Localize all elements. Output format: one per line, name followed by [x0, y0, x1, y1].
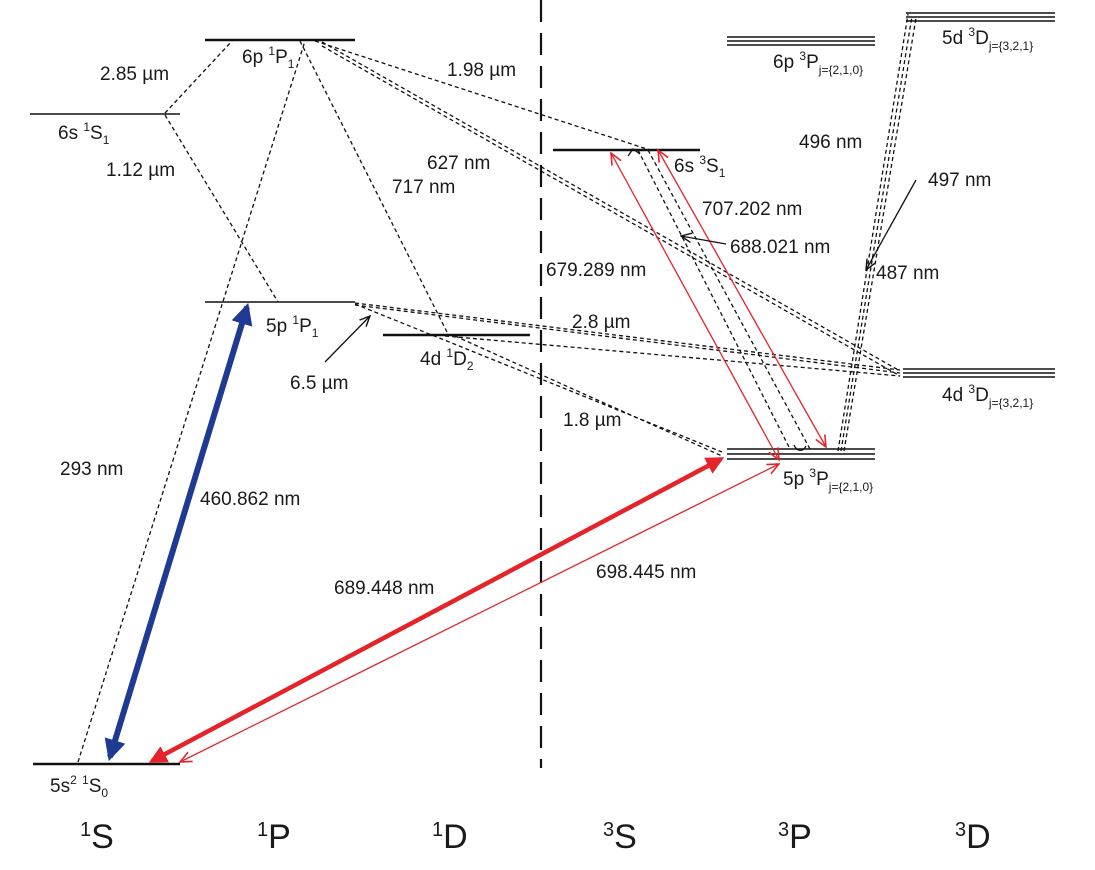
column-3P: 3P — [778, 818, 812, 856]
pointer-lines — [324, 179, 917, 363]
arrow-688nm-tail — [793, 444, 807, 452]
wl-460nm: 460.862 nm — [200, 489, 300, 510]
pointer-688nm — [681, 236, 727, 245]
label-4d-3D: 4d 3Dj={3,2,1} — [942, 382, 1033, 410]
wl-497nm: 497 nm — [928, 170, 991, 191]
label-5d-3D: 5d 3Dj={3,2,1} — [942, 25, 1033, 53]
laser-transitions — [104, 148, 826, 763]
pointer-497nm — [866, 179, 917, 270]
column-3D: 3D — [955, 818, 991, 856]
wl-1-98um: 1.98 µm — [447, 60, 516, 81]
decay-lines — [77, 13, 917, 763]
label-5p-1P1: 5p 1P1 — [266, 313, 319, 340]
column-1P: 1P — [257, 818, 291, 856]
label-ground: 5s2 1S0 — [50, 773, 108, 800]
level-6p-3P — [727, 36, 875, 46]
wl-2-85um: 2.85 µm — [100, 64, 169, 85]
label-4d-1D2: 4d 1D2 — [420, 346, 474, 373]
label-6p-1P1: 6p 1P1 — [242, 44, 295, 71]
label-6s-3S1: 6s 3S1 — [674, 153, 726, 180]
column-3S: 3S — [603, 818, 637, 856]
label-6p-3P: 6p 3Pj={2,1,0} — [773, 49, 863, 77]
label-5p-3P: 5p 3Pj={2,1,0} — [783, 466, 873, 494]
wl-627nm: 627 nm — [427, 153, 490, 174]
wavelength-labels: 2.85 µm 1.12 µm 1.98 µm 627 nm 717 nm 49… — [60, 60, 991, 599]
wl-2-8um: 2.8 µm — [572, 312, 630, 333]
level-5d-3D — [906, 12, 1055, 22]
wl-496nm: 496 nm — [799, 132, 862, 153]
energy-levels — [30, 12, 1055, 766]
wl-679nm: 679.289 nm — [546, 260, 646, 281]
wl-6-5um: 6.5 µm — [290, 373, 348, 394]
wl-1-12um: 1.12 µm — [106, 160, 175, 181]
arrow-460nm — [104, 302, 253, 762]
wl-688nm: 688.021 nm — [730, 237, 830, 258]
column-labels: 1S 1P 1D 3S 3P 3D — [80, 818, 991, 856]
column-1S: 1S — [80, 818, 114, 856]
level-labels: 5s2 1S0 6p 1P1 6s 1S1 5p 1P1 4d 1D2 6s 3… — [50, 25, 1033, 800]
arrow-698nm — [180, 464, 779, 762]
wl-698nm: 698.445 nm — [596, 562, 696, 583]
wl-293nm: 293 nm — [60, 459, 123, 480]
pointer-65um — [324, 316, 370, 363]
wl-707nm: 707.202 nm — [702, 199, 802, 220]
column-1D: 1D — [432, 818, 468, 856]
wl-1-8um: 1.8 µm — [563, 410, 621, 431]
arrow-707nm — [658, 150, 826, 447]
wl-689nm: 689.448 nm — [334, 578, 434, 599]
level-4d-3D — [903, 368, 1055, 378]
arrow-688nm-head — [627, 148, 641, 157]
wl-487nm: 487 nm — [876, 263, 939, 284]
label-6s-1S1: 6s 1S1 — [58, 120, 110, 147]
wl-717nm: 717 nm — [392, 177, 455, 198]
